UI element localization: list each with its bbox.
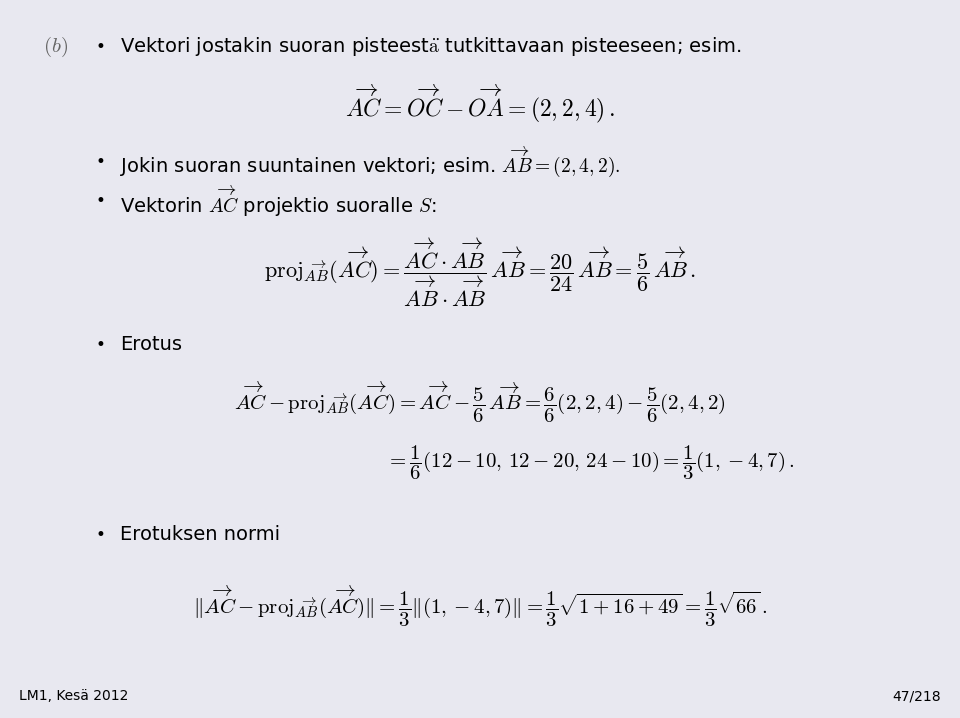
Text: Erotuksen normi: Erotuksen normi (120, 526, 280, 544)
Text: $\overrightarrow{AC} = \overrightarrow{OC} - \overrightarrow{OA} = (2,2,4)\,.$: $\overrightarrow{AC} = \overrightarrow{O… (345, 83, 615, 126)
Text: $\mathrm{proj}_{\overrightarrow{AB}}(\overrightarrow{AC}) = \dfrac{\overrightarr: $\mathrm{proj}_{\overrightarrow{AB}}(\ov… (264, 237, 696, 309)
Text: Vektorin $\overrightarrow{AC}$ projektio suoralle $S$:: Vektorin $\overrightarrow{AC}$ projektio… (120, 183, 437, 219)
Text: Erotus: Erotus (120, 335, 182, 354)
Text: $\|\overrightarrow{AC}-\mathrm{proj}_{\overrightarrow{AB}}(\overrightarrow{AC})\: $\|\overrightarrow{AC}-\mathrm{proj}_{\o… (193, 584, 767, 629)
Text: $\overrightarrow{AC} - \mathrm{proj}_{\overrightarrow{AB}}(\overrightarrow{AC}) : $\overrightarrow{AC} - \mathrm{proj}_{\o… (234, 380, 726, 424)
Text: •: • (96, 37, 106, 56)
Text: •: • (96, 526, 106, 544)
Text: Jokin suoran suuntainen vektori; esim. $\overrightarrow{AB} = (2,4,2).$: Jokin suoran suuntainen vektori; esim. $… (120, 144, 620, 179)
Text: •: • (96, 192, 106, 210)
Text: LM1, Kesä 2012: LM1, Kesä 2012 (19, 689, 129, 704)
Text: •: • (96, 335, 106, 354)
Text: $(b)$: $(b)$ (43, 34, 68, 59)
Text: $= \dfrac{1}{6}(12-10,\,12-20,\,24-10) = \dfrac{1}{3}(1,-4,7)\,.$: $= \dfrac{1}{6}(12-10,\,12-20,\,24-10) =… (386, 444, 795, 482)
Text: 47/218: 47/218 (892, 689, 941, 704)
Text: •: • (96, 152, 106, 171)
Text: Vektori jostakin suoran pisteest$\ddot{\mathrm{a}}$ tutkittavaan pisteeseen; esi: Vektori jostakin suoran pisteest$\ddot{\… (120, 35, 742, 58)
